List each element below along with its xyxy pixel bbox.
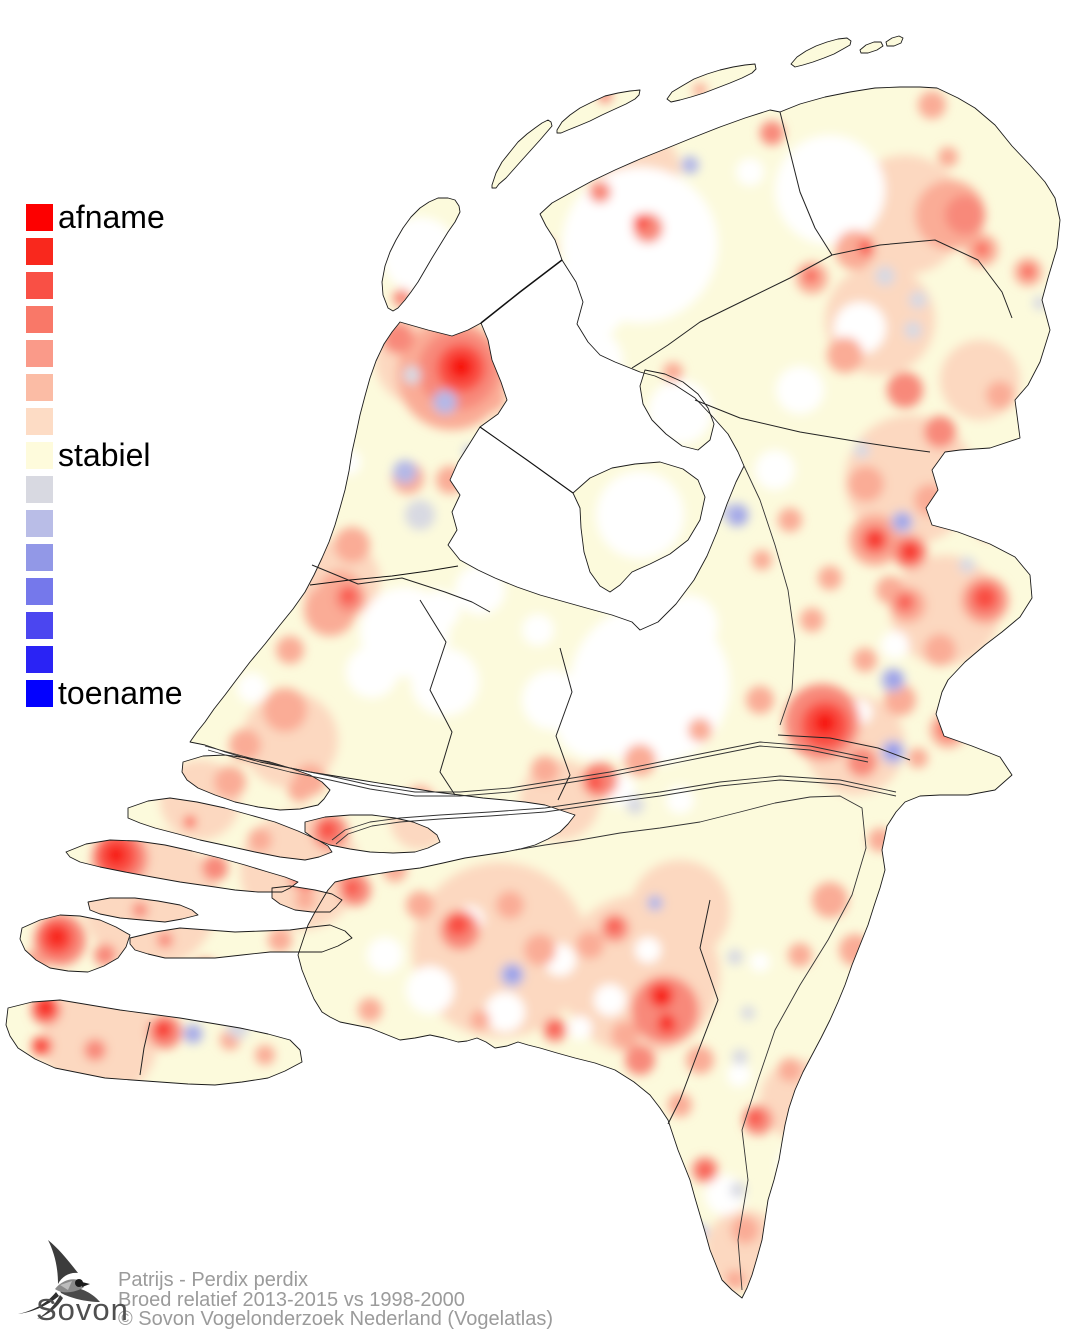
river-lek xyxy=(204,741,869,793)
legend-row xyxy=(26,544,183,571)
legend-swatch xyxy=(26,272,53,299)
noordzeekanaal-line xyxy=(309,565,459,586)
legend-label: toename xyxy=(58,675,183,711)
map-dikes xyxy=(309,259,574,586)
map-caption: Patrijs - Perdix perdix Broed relatief 2… xyxy=(118,1269,554,1330)
legend-row xyxy=(26,510,183,537)
legend-label: afname xyxy=(58,199,165,235)
legend-swatch xyxy=(26,340,53,367)
legend-swatch xyxy=(26,612,53,639)
caption-copyright: © Sovon Vogelonderzoek Nederland (Vogela… xyxy=(118,1308,554,1330)
sovon-logo-bird-icon xyxy=(18,1240,100,1319)
river-lek-bank xyxy=(207,745,869,797)
caption-species: Patrijs - Perdix perdix xyxy=(118,1269,309,1291)
legend-row: toename xyxy=(26,675,183,711)
legend-swatch xyxy=(26,578,53,605)
river-waal xyxy=(331,775,897,841)
legend-swatch xyxy=(26,442,53,469)
legend-row xyxy=(26,272,183,299)
legend-row: stabiel xyxy=(26,437,183,473)
legend-row: afname xyxy=(26,199,183,235)
legend-row xyxy=(26,238,183,265)
legend-swatch xyxy=(26,510,53,537)
legend-swatch xyxy=(26,204,53,231)
legend-row xyxy=(26,340,183,367)
caption-period: Broed relatief 2013-2015 vs 1998-2000 xyxy=(118,1288,465,1311)
sovon-logo-text: Sovon xyxy=(36,1292,129,1327)
legend-row xyxy=(26,476,183,503)
legend-swatch xyxy=(26,374,53,401)
sovon-logo xyxy=(18,1240,100,1319)
legend-swatch xyxy=(26,238,53,265)
legend-swatch xyxy=(26,544,53,571)
houtribdijk-line xyxy=(479,426,574,494)
legend-row xyxy=(26,646,183,673)
legend-swatch xyxy=(26,408,53,435)
legend-row xyxy=(26,612,183,639)
river-ijssel xyxy=(743,465,796,726)
legend-swatch xyxy=(26,680,53,707)
legend-row xyxy=(26,374,183,401)
legend-swatch xyxy=(26,476,53,503)
legend-label: stabiel xyxy=(58,437,151,473)
legend-swatch xyxy=(26,646,53,673)
river-maas xyxy=(514,795,867,1291)
legend-row xyxy=(26,578,183,605)
legend: afname stabiel toename xyxy=(26,199,183,714)
river-waal-bank xyxy=(335,779,897,845)
legend-row xyxy=(26,408,183,435)
afsluitdijk-line xyxy=(480,259,563,324)
map-rivers xyxy=(204,465,897,1291)
legend-row xyxy=(26,306,183,333)
legend-swatch xyxy=(26,306,53,333)
